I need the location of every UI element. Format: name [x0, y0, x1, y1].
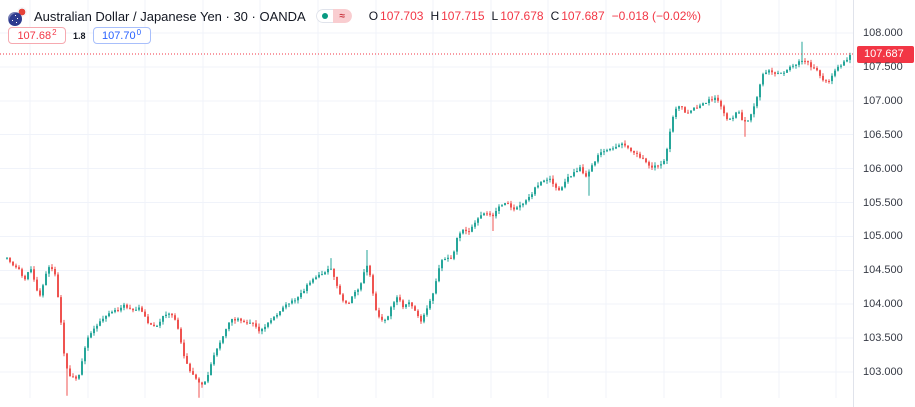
market-open-indicator — [315, 9, 333, 23]
low-value: 107.678 — [500, 9, 544, 23]
australia-flag-icon — [8, 11, 22, 26]
buy-price: 107.70 — [101, 29, 136, 42]
symbol-title[interactable]: Australian Dollar / Japanese Yen · 30 · … — [34, 8, 306, 24]
buy-button[interactable]: 107.70 0 — [92, 27, 151, 44]
sell-button[interactable]: 107.68 2 — [8, 27, 66, 44]
down-candle-bodies — [9, 60, 830, 385]
price-axis-label: 104.000 — [863, 298, 903, 311]
symbol-legend: Australian Dollar / Japanese Yen · 30 · … — [8, 6, 701, 26]
market-status-pill[interactable]: ≈ — [315, 9, 352, 23]
price-axis-label: 105.500 — [863, 196, 903, 209]
bid-ask-panel: 107.68 2 1.8 107.70 0 — [8, 27, 151, 44]
price-axis-label: 107.500 — [863, 60, 903, 73]
market-open-dot-icon — [321, 13, 328, 19]
price-axis-label: 104.500 — [863, 264, 903, 277]
sell-price: 107.68 — [17, 29, 52, 42]
price-axis-label: 106.500 — [863, 128, 903, 141]
down-candle-wicks — [9, 58, 830, 398]
up-candle-bodies — [6, 55, 851, 385]
aud-jpy-flag-icon — [8, 6, 27, 26]
price-axis-label: 103.500 — [863, 332, 903, 345]
price-axis-label: 107.000 — [863, 94, 903, 107]
price-axis-label: 108.000 — [863, 27, 903, 39]
buy-price-fraction: 0 — [136, 28, 142, 37]
low-label: L — [491, 9, 499, 23]
open-value: 107.703 — [380, 9, 424, 23]
change-value: −0.018 (−0.02%) — [611, 9, 702, 23]
japan-flag-icon — [17, 6, 27, 17]
high-label: H — [430, 9, 440, 23]
spread-value: 1.8 — [73, 30, 86, 41]
up-candle-wicks — [6, 41, 851, 385]
price-axis-label: 106.000 — [863, 162, 903, 175]
price-axis-label: 103.000 — [863, 366, 903, 378]
open-label: O — [368, 9, 379, 23]
close-label: C — [550, 9, 560, 23]
current-price-badge: 107.687 — [857, 45, 914, 63]
close-value: 107.687 — [561, 9, 605, 23]
price-axis[interactable]: 107.687 108.000 107.500 107.000 106.500 106.… — [853, 0, 915, 407]
price-axis-label: 105.000 — [863, 230, 903, 243]
ohlc-readout: O 107.703 H 107.715 L 107.678 C 107.687 … — [362, 9, 701, 23]
high-value: 107.715 — [441, 9, 485, 23]
delayed-data-icon: ≈ — [332, 9, 352, 23]
sell-price-fraction: 2 — [52, 28, 57, 37]
